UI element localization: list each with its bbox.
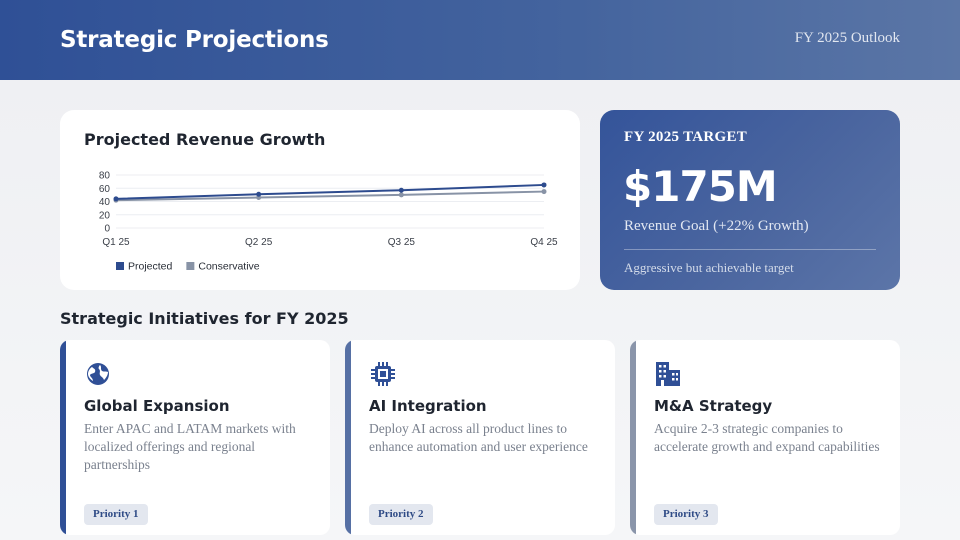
x-tick-label: Q4 25	[530, 237, 558, 248]
y-tick-label: 20	[99, 210, 111, 221]
initiative-title: Global Expansion	[84, 397, 230, 415]
initiative-accent-stripe	[60, 340, 66, 535]
initiative-card-ai-integration: AI Integration Deploy AI across all prod…	[345, 340, 615, 535]
data-point-projected	[541, 182, 547, 188]
legend-swatch-conservative	[186, 262, 195, 270]
chart-title: Projected Revenue Growth	[84, 130, 326, 149]
target-divider	[624, 249, 876, 250]
initiative-card-ma-strategy: M&A Strategy Acquire 2-3 strategic compa…	[630, 340, 900, 535]
page-subtitle: FY 2025 Outlook	[794, 30, 900, 46]
data-point-projected	[398, 187, 404, 193]
target-goal: Revenue Goal (+22% Growth)	[624, 218, 809, 234]
initiative-title: AI Integration	[369, 397, 487, 415]
initiative-card-global-expansion: Global Expansion Enter APAC and LATAM ma…	[60, 340, 330, 535]
priority-badge: Priority 3	[654, 504, 718, 525]
target-label: FY 2025 TARGET	[624, 129, 748, 145]
series-line-projected	[115, 183, 545, 200]
y-tick-label: 60	[99, 184, 111, 195]
initiative-title: M&A Strategy	[654, 397, 773, 415]
x-tick-label: Q2 25	[245, 237, 273, 248]
revenue-chart-card: Projected Revenue Growth 0 20 40 60 80 Q1 25 Q…	[60, 110, 580, 290]
data-point-projected	[256, 191, 262, 197]
target-value: $175M	[623, 162, 778, 211]
globe-icon	[84, 360, 112, 388]
page-title: Strategic Projections	[60, 27, 329, 53]
legend-swatch-projected	[116, 262, 124, 270]
initiative-description: Enter APAC and LATAM markets with locali…	[84, 421, 296, 472]
data-point-conservative	[541, 189, 547, 195]
initiative-accent-stripe	[345, 340, 351, 535]
y-tick-label: 0	[104, 224, 110, 235]
initiative-accent-stripe	[630, 340, 636, 535]
y-tick-label: 40	[99, 197, 111, 208]
data-point-projected	[113, 196, 119, 202]
page-header: Strategic Projections FY 2025 Outlook	[0, 0, 960, 80]
chip-icon	[369, 360, 397, 388]
target-card: FY 2025 TARGET $175M Revenue Goal (+22% …	[600, 110, 900, 290]
target-note: Aggressive but achievable target	[624, 260, 794, 275]
initiatives-section-title: Strategic Initiatives for FY 2025	[60, 309, 349, 328]
initiative-description: Acquire 2-3 strategic companies to accel…	[654, 421, 880, 454]
initiative-description: Deploy AI across all product lines to en…	[369, 421, 588, 454]
legend-label-conservative: Conservative	[198, 261, 259, 273]
legend-label-projected: Projected	[128, 261, 173, 273]
priority-badge: Priority 1	[84, 504, 148, 525]
series-line-conservative	[115, 190, 545, 202]
priority-badge: Priority 2	[369, 504, 433, 525]
revenue-line-chart: 0 20 40 60 80 Q1 25 Q2 25 Q3 25 Q4 25 Projected Co…	[99, 171, 558, 273]
y-tick-label: 80	[99, 171, 111, 182]
building-icon	[654, 360, 682, 388]
x-tick-label: Q1 25	[102, 237, 130, 248]
data-point-conservative	[398, 192, 404, 198]
x-tick-label: Q3 25	[388, 237, 416, 248]
